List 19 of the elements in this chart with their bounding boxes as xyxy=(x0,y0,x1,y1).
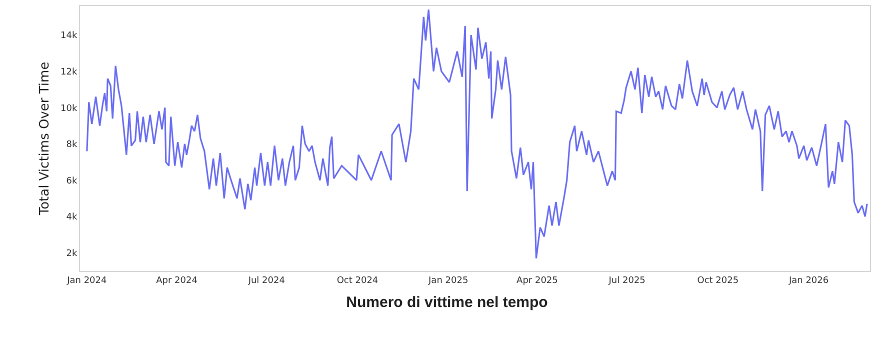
x-tick-label: Apr 2024 xyxy=(156,276,198,286)
x-tick-label: Oct 2024 xyxy=(336,276,378,286)
x-tick-label: Oct 2025 xyxy=(697,276,739,286)
x-tick-label: Jul 2024 xyxy=(247,276,286,286)
y-tick-label: 6k xyxy=(66,176,78,186)
y-tick-label: 10k xyxy=(60,104,78,114)
text: Numero di vittime nel tempo xyxy=(346,294,548,312)
y-tick-label: 4k xyxy=(66,212,78,223)
x-tick-label: Jan 2026 xyxy=(788,276,829,286)
y-tick-label: 2k xyxy=(66,249,78,259)
y-tick-label: 12k xyxy=(60,67,78,78)
x-tick-label: Jul 2025 xyxy=(608,276,646,286)
y-tick-label: 8k xyxy=(66,140,78,150)
x-tick-label: Jan 2024 xyxy=(66,276,107,286)
y-axis-title: Total Victims Over Time xyxy=(37,62,52,216)
y-tick-label: 14k xyxy=(60,31,78,42)
line-series xyxy=(86,8,868,260)
x-tick-label: Jan 2025 xyxy=(428,276,468,286)
x-tick-label: Apr 2025 xyxy=(516,276,558,286)
